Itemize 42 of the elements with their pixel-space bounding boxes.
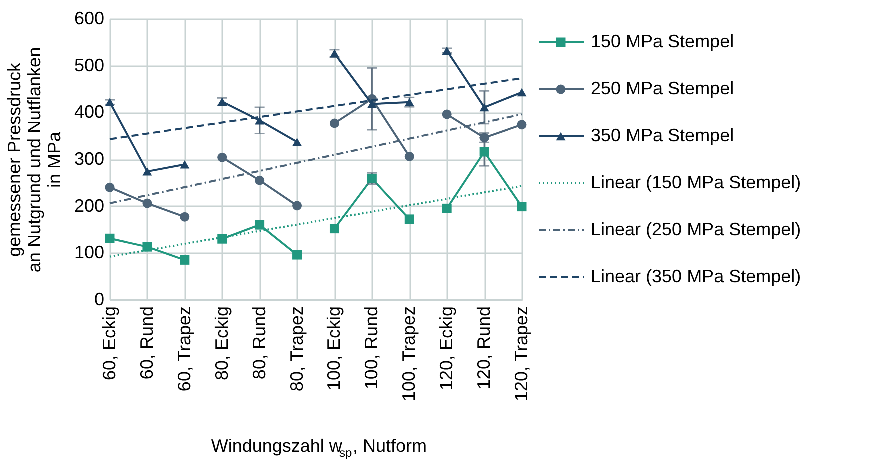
y-tick-label: 600 bbox=[74, 8, 104, 28]
y-tick-label: 200 bbox=[74, 196, 104, 216]
x-tick-label: 100, Eckig bbox=[324, 306, 344, 391]
x-tick-label: 60, Trapez bbox=[174, 306, 194, 392]
point bbox=[142, 242, 152, 252]
point bbox=[442, 204, 452, 214]
x-tick-label: 80, Trapez bbox=[286, 306, 307, 392]
point bbox=[105, 98, 115, 106]
x-tick-label: 120, Rund bbox=[474, 306, 494, 390]
x-tick-label: 80, Eckig bbox=[212, 306, 232, 381]
point bbox=[517, 202, 527, 212]
point bbox=[442, 110, 452, 120]
y-axis-title: gemessener Pressdruck an Nutgrund und Nutflanken in MPa bbox=[4, 47, 64, 273]
point bbox=[517, 120, 527, 130]
x-tick-label: 120, Eckig bbox=[436, 306, 457, 391]
legend-label: Linear (350 MPa Stempel) bbox=[591, 266, 802, 286]
point bbox=[480, 103, 490, 112]
legend-label: Linear (150 MPa Stempel) bbox=[591, 172, 802, 192]
y-tick-label: 100 bbox=[74, 242, 104, 263]
point bbox=[142, 168, 152, 176]
point bbox=[105, 182, 115, 192]
x-tick-label: 60, Rund bbox=[136, 306, 157, 380]
y-tick-label: 300 bbox=[74, 149, 104, 169]
x-tick-label: 100, Trapez bbox=[399, 306, 420, 402]
y-tick-label: 0 bbox=[94, 290, 104, 310]
point bbox=[180, 255, 190, 265]
y-tick-label: 400 bbox=[74, 102, 104, 122]
point bbox=[180, 212, 190, 222]
point bbox=[180, 160, 190, 169]
point bbox=[517, 88, 527, 97]
y-tick-label: 500 bbox=[74, 55, 104, 76]
legend-label: 150 MPa Stempel bbox=[591, 32, 734, 52]
x-tick-label: 60, Eckig bbox=[100, 306, 120, 381]
legend-label: 250 MPa Stempel bbox=[591, 78, 734, 98]
point bbox=[480, 147, 490, 157]
x-tick-label: 100, Rund bbox=[362, 306, 382, 390]
legend-label: Linear (250 MPa Stempel) bbox=[591, 220, 802, 240]
x-tick-label: 80, Rund bbox=[249, 306, 270, 380]
point bbox=[105, 234, 115, 244]
x-tick-label: 120, Trapez bbox=[512, 306, 532, 402]
point bbox=[142, 198, 152, 208]
legend-label: 350 MPa Stempel bbox=[591, 126, 734, 146]
